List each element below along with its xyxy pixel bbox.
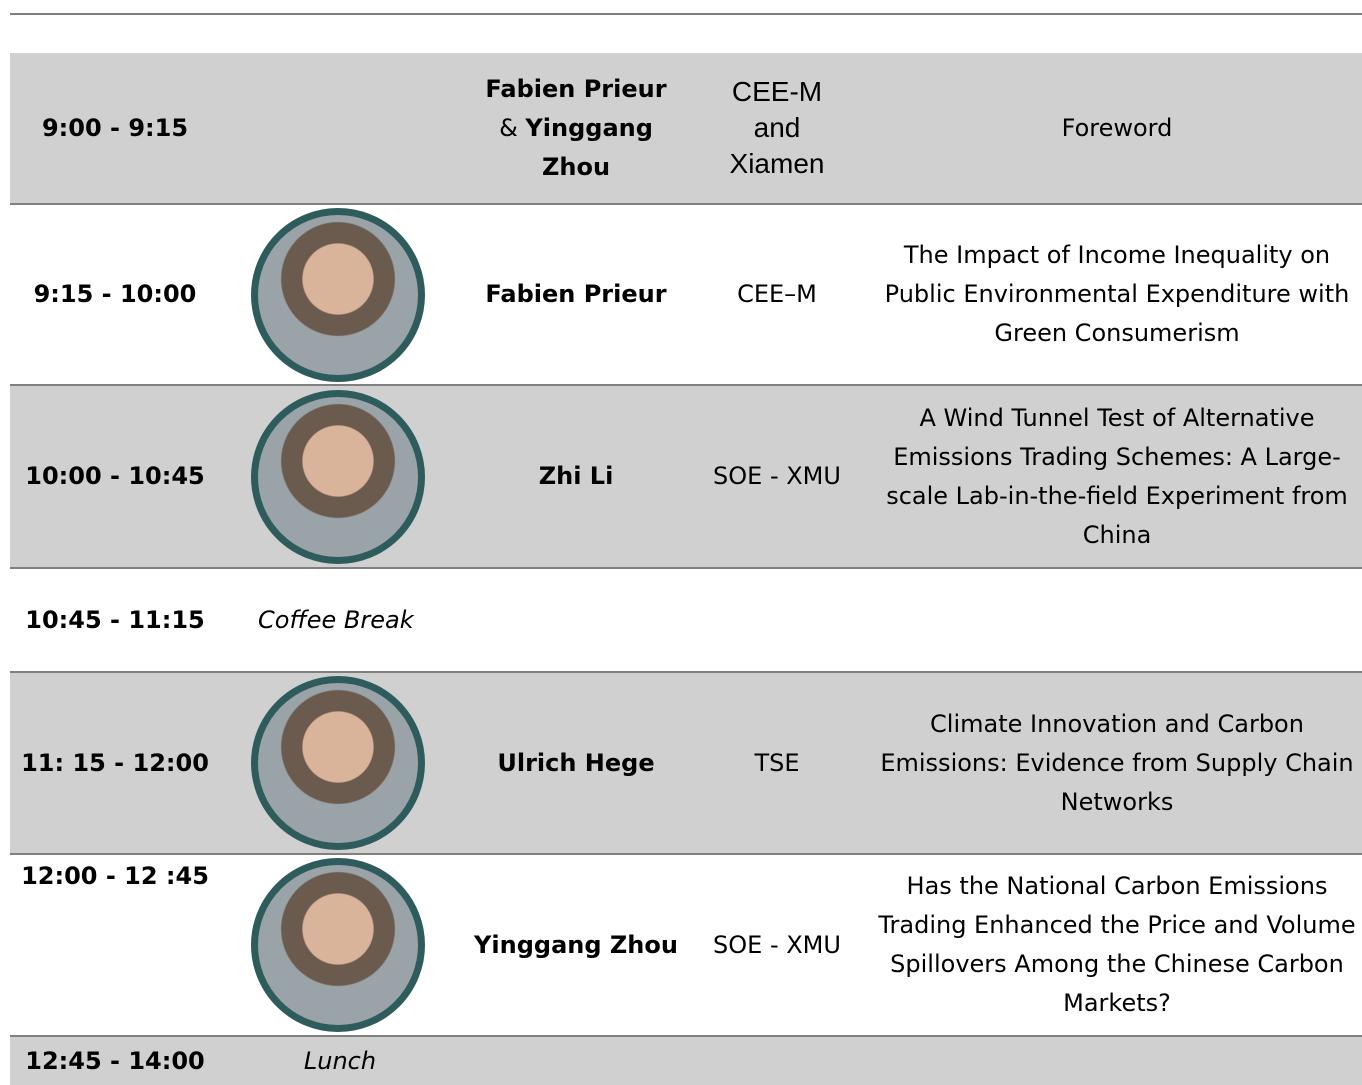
schedule-row: 10:45 - 11:15 Coffee Break <box>10 569 1362 673</box>
speaker-name: Fabien Prieur <box>485 75 666 103</box>
speaker-name: Yinggang Zhou <box>474 931 678 959</box>
speaker-cell: Zhi Li <box>450 386 702 567</box>
speaker-cell: Fabien Prieur <box>450 205 702 384</box>
speaker-name: Ulrich Hege <box>497 749 654 777</box>
institution: CEE–M <box>737 275 817 314</box>
talk-title: Climate Innovation and Carbon Emissions:… <box>872 705 1362 822</box>
time-cell: 10:45 - 11:15 <box>10 569 220 671</box>
top-rule <box>10 13 1362 15</box>
institution: SOE - XMU <box>713 926 841 965</box>
speaker-name: Fabien Prieur <box>485 280 666 308</box>
institution-cell: CEE–M <box>702 205 852 384</box>
institution-cell: CEE-M and Xiamen <box>702 53 852 203</box>
time: 10:00 - 10:45 <box>25 457 204 496</box>
speaker: Yinggang Zhou <box>474 926 678 965</box>
schedule-row: 10:00 - 10:45 Zhi Li SOE - XMU A Wind Tunne… <box>10 386 1362 569</box>
institution: TSE <box>754 744 799 783</box>
speaker: Fabien Prieur <box>485 275 666 314</box>
speaker-cell: Yinggang Zhou <box>450 855 702 1035</box>
speaker-name: Yinggang Zhou <box>525 114 653 181</box>
note-cell: Coffee Break <box>240 569 458 671</box>
institution: SOE - XMU <box>713 457 841 496</box>
speaker: Fabien Prieur & Yinggang Zhou <box>481 70 671 187</box>
schedule-row: 11: 15 - 12:00 Ulrich Hege TSE Climate Inno… <box>10 673 1362 855</box>
institution-cell: SOE - XMU <box>702 855 852 1035</box>
speaker-photo <box>251 858 425 1032</box>
time-cell: 11: 15 - 12:00 <box>10 673 220 853</box>
time-cell: 12:00 - 12 :45 <box>10 855 220 1035</box>
time: 10:45 - 11:15 <box>25 601 204 640</box>
time: 9:00 - 9:15 <box>42 109 188 148</box>
time-cell: 9:15 - 10:00 <box>10 205 220 384</box>
time: 12:45 - 14:00 <box>25 1042 204 1081</box>
talk-title: Has the National Carbon Emissions Tradin… <box>872 867 1362 1023</box>
institution: CEE-M and Xiamen <box>727 74 827 182</box>
title-cell: A Wind Tunnel Test of Alternative Emissi… <box>860 386 1362 567</box>
time: 11: 15 - 12:00 <box>21 744 209 783</box>
schedule-row: 12:00 - 12 :45 Yinggang Zhou SOE - XMU Has … <box>10 855 1362 1037</box>
schedule-row: 12:45 - 14:00 Lunch <box>10 1037 1362 1085</box>
joiner: & <box>499 114 518 142</box>
time-cell: 12:45 - 14:00 <box>10 1037 220 1085</box>
speaker-cell: Fabien Prieur & Yinggang Zhou <box>450 53 702 203</box>
time-cell: 9:00 - 9:15 <box>10 53 220 203</box>
schedule-row: 9:15 - 10:00 Fabien Prieur CEE–M The Impact… <box>10 205 1362 386</box>
time-cell: 10:00 - 10:45 <box>10 386 220 567</box>
institution-cell: TSE <box>702 673 852 853</box>
title-cell: Climate Innovation and Carbon Emissions:… <box>860 673 1362 853</box>
institution-cell: SOE - XMU <box>702 386 852 567</box>
schedule-row: 9:00 - 9:15 Fabien Prieur & Yinggang Zhou… <box>10 53 1362 205</box>
time: 9:15 - 10:00 <box>34 275 197 314</box>
note-cell: Lunch <box>240 1037 440 1085</box>
speaker: Ulrich Hege <box>497 744 654 783</box>
talk-title: A Wind Tunnel Test of Alternative Emissi… <box>872 399 1362 555</box>
note: Coffee Break <box>258 601 414 640</box>
title-cell: The Impact of Income Inequality on Publi… <box>860 205 1362 384</box>
speaker-photo <box>251 208 425 382</box>
time: 12:00 - 12 :45 <box>21 857 209 896</box>
note: Lunch <box>304 1042 376 1081</box>
title-cell: Has the National Carbon Emissions Tradin… <box>860 855 1362 1035</box>
speaker-photo <box>251 390 425 564</box>
talk-title: Foreword <box>872 109 1362 148</box>
speaker-cell: Ulrich Hege <box>450 673 702 853</box>
talk-title: The Impact of Income Inequality on Publi… <box>872 236 1362 353</box>
speaker: Zhi Li <box>539 457 614 496</box>
title-cell: Foreword <box>860 53 1362 203</box>
page: 9:00 - 9:15 Fabien Prieur & Yinggang Zhou… <box>0 0 1362 1073</box>
speaker-name: Zhi Li <box>539 462 614 490</box>
speaker-photo <box>251 676 425 850</box>
